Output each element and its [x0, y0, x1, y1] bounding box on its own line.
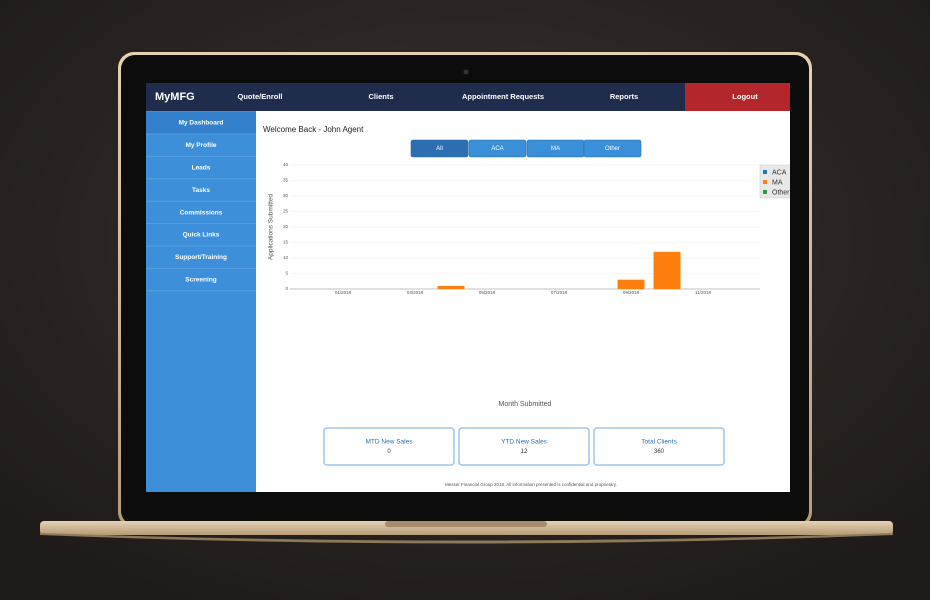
- filter-button[interactable]: [468, 139, 527, 158]
- y-tick-label: 15: [283, 240, 289, 245]
- notch: [385, 521, 547, 527]
- filter-label[interactable]: Other: [605, 146, 620, 152]
- card-value: 12: [521, 449, 528, 455]
- nav-item[interactable]: Reports: [610, 92, 638, 101]
- legend-label: MA: [772, 179, 783, 186]
- y-tick-label: 30: [283, 193, 289, 198]
- filter-label[interactable]: MA: [551, 146, 560, 152]
- y-tick-label: 35: [283, 178, 289, 183]
- legend-swatch: [763, 180, 767, 184]
- sidebar-item[interactable]: My Dashboard: [179, 120, 224, 127]
- filter-label[interactable]: ACA: [491, 146, 503, 152]
- navbar: [146, 83, 790, 111]
- y-tick-label: 25: [283, 209, 289, 214]
- sidebar-item[interactable]: Leads: [192, 165, 211, 172]
- x-tick-label: 03/2018: [407, 290, 424, 295]
- y-tick-label: 10: [283, 255, 289, 260]
- logout-bg[interactable]: [685, 83, 790, 111]
- card: [323, 427, 455, 466]
- nav-item[interactable]: Clients: [368, 92, 393, 101]
- card-value: 0: [387, 449, 391, 455]
- card-label: Total Clients: [641, 439, 677, 446]
- laptop-base: [40, 521, 893, 535]
- logout[interactable]: Logout: [732, 92, 758, 101]
- bar: [437, 285, 465, 289]
- x-tick-label: 11/2018: [695, 290, 711, 295]
- card-label: YTD New Sales: [501, 439, 548, 446]
- sidebar-item[interactable]: Support/Training: [175, 254, 227, 261]
- card-value: 360: [654, 449, 665, 455]
- filter-button[interactable]: [410, 139, 469, 158]
- card-label: MTD New Sales: [366, 439, 414, 446]
- sidebar-active: [146, 112, 256, 134]
- legend-label: ACA: [772, 169, 787, 176]
- screen: MyMFG Quote/Enroll Clients Appointment Requ…: [146, 83, 790, 492]
- sidebar-item[interactable]: My Profile: [185, 142, 216, 149]
- nav-item[interactable]: Appointment Requests: [462, 92, 544, 101]
- legend-swatch: [763, 190, 767, 194]
- bar: [617, 279, 645, 289]
- card: [458, 427, 590, 466]
- x-tick-label: 07/2018: [551, 290, 568, 295]
- camera: [463, 69, 469, 75]
- filter-label[interactable]: All: [436, 146, 443, 152]
- filter-button[interactable]: [583, 139, 642, 158]
- logo[interactable]: MyMFG: [155, 91, 195, 103]
- x-tick-label: 09/2018: [623, 290, 640, 295]
- y-axis-title: Applications Submitted: [268, 194, 275, 261]
- sidebar-item[interactable]: Tasks: [192, 187, 210, 194]
- base-shadow: [40, 533, 893, 544]
- sidebar-item[interactable]: Quick Links: [183, 232, 220, 239]
- legend-label: Other: [772, 189, 790, 196]
- bar: [653, 251, 681, 289]
- footer: Messer Financial Group 2018. All informa…: [445, 482, 617, 487]
- welcome: Welcome Back - John Agent: [263, 125, 364, 134]
- y-tick-label: 40: [283, 162, 289, 167]
- card: [593, 427, 725, 466]
- y-tick-label: 5: [285, 271, 288, 276]
- x-tick-label: 01/2018: [335, 290, 352, 295]
- nav-item[interactable]: Quote/Enroll: [238, 92, 283, 101]
- x-tick-label: 05/2018: [479, 290, 496, 295]
- sidebar: [146, 111, 256, 492]
- legend-swatch: [763, 170, 767, 174]
- y-tick-label: 20: [283, 224, 289, 229]
- sidebar-item[interactable]: Commissions: [180, 209, 223, 216]
- sidebar-item[interactable]: Screening: [185, 277, 216, 284]
- x-axis-title: Month Submitted: [499, 401, 552, 408]
- y-tick-label: 0: [285, 286, 288, 291]
